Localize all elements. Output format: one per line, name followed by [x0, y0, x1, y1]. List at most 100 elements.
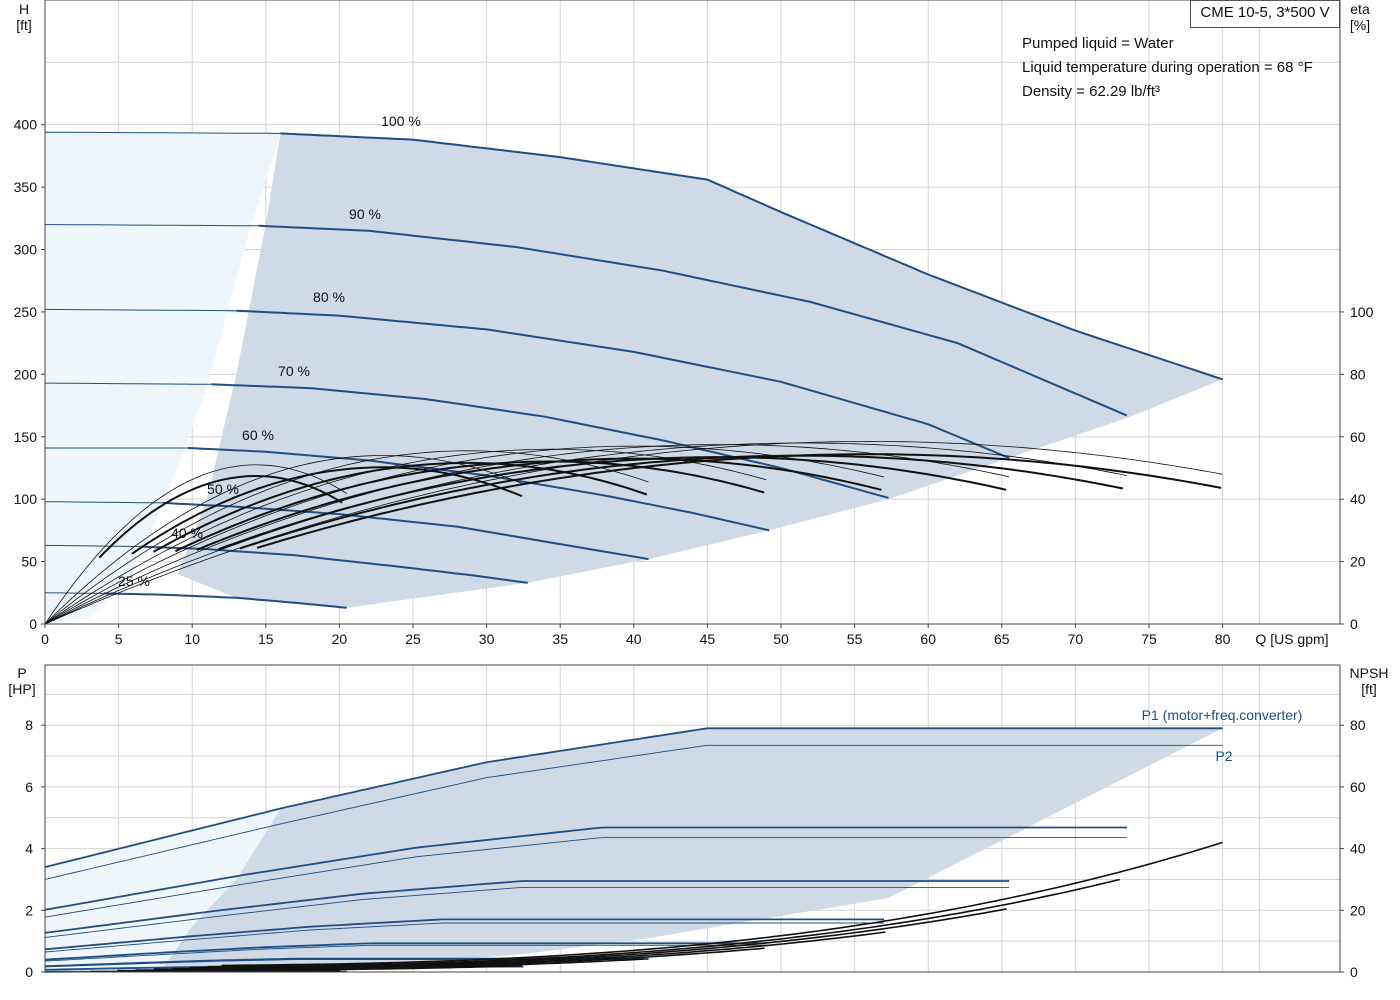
h-tick-label: 400: [14, 117, 38, 133]
info-density: Density = 62.29 lb/ft³: [1022, 83, 1160, 100]
bottom-plot-frame: [44, 664, 1341, 973]
speed-label: 80 %: [313, 289, 345, 305]
speed-label: 100 %: [381, 113, 421, 129]
npsh-tick-label: 40: [1350, 841, 1366, 857]
efficiency-curve: [218, 456, 1007, 551]
speed-curve-extension: [44, 592, 104, 594]
npsh-curve: [117, 964, 523, 972]
pump-title-box: CME 10-5, 3*500 V: [1190, 0, 1340, 28]
h-tick-label: 350: [14, 179, 38, 195]
eta-tick-label: 60: [1350, 429, 1366, 445]
info-pumped-liquid: Pumped liquid = Water: [1022, 35, 1174, 52]
h-tick-label: 100: [14, 491, 38, 507]
h-tick-label: 150: [14, 429, 38, 445]
operating-area: [177, 133, 1223, 608]
eta-axis-label: eta: [1350, 1, 1370, 17]
speed-label: 60 %: [242, 427, 274, 443]
x-tick-label: 45: [700, 631, 716, 647]
speed-curve-extension: [45, 501, 163, 504]
speed-label: 90 %: [349, 206, 381, 222]
npsh-tick-label: 60: [1350, 779, 1366, 795]
efficiency-curve: [98, 474, 343, 559]
efficiency-curve: [256, 453, 1222, 549]
npsh-curve: [207, 878, 1121, 968]
speed-curve: [280, 132, 1223, 381]
p1-power-curve: [44, 942, 767, 961]
speed-curve: [258, 224, 1128, 417]
out-of-range-region: [45, 132, 281, 624]
p1-power-curve: [44, 826, 1127, 911]
eta-tick-label: 80: [1350, 366, 1366, 382]
x-tick-label: 50: [773, 631, 789, 647]
npsh-curve: [189, 908, 1007, 969]
x-tick-label: 5: [115, 631, 123, 647]
eta-tick-label: 20: [1350, 554, 1366, 570]
x-tick-label: 35: [552, 631, 568, 647]
eta-axis-unit: [%]: [1350, 17, 1370, 33]
npsh-axis-unit: [ft]: [1361, 681, 1377, 697]
eta-tick-label: 100: [1350, 304, 1374, 320]
efficiency-curve: [174, 460, 765, 553]
speed-curve-extension: [44, 544, 141, 548]
h-axis-label: H: [19, 1, 29, 17]
speed-curve: [236, 309, 1010, 459]
speed-curve: [103, 592, 347, 609]
eta-tick-label: 0: [1350, 616, 1358, 632]
x-tick-label: 10: [184, 631, 200, 647]
npsh-tick-label: 0: [1350, 964, 1358, 980]
x-tick-label: 70: [1068, 631, 1084, 647]
p1-power-curve: [44, 880, 1010, 934]
p1-power-curve: [44, 918, 884, 951]
p2-power-curve: [44, 922, 884, 953]
efficiency-curve: [131, 466, 523, 555]
p2-power-curve: [44, 837, 1127, 918]
x-axis-label: Q [US gpm]: [1255, 631, 1328, 647]
h-tick-label: 300: [14, 242, 38, 258]
p2-series-label: P2: [1215, 748, 1232, 764]
x-tick-label: 40: [626, 631, 642, 647]
info-liquid-temperature: Liquid temperature during operation = 68…: [1022, 59, 1313, 76]
speed-curve-extension: [44, 224, 259, 227]
h-tick-label: 200: [14, 366, 38, 382]
speed-label: 70 %: [278, 363, 310, 379]
h-tick-label: 50: [21, 554, 37, 570]
p1-power-curve: [44, 727, 1223, 868]
speed-curve-extension: [44, 308, 237, 312]
efficiency-curve: [196, 457, 882, 551]
speed-curve: [211, 383, 889, 499]
x-tick-label: 80: [1215, 631, 1231, 647]
npsh-curve: [90, 969, 341, 973]
p1-series-label: P1 (motor+freq.converter): [1142, 707, 1303, 723]
efficiency-curve-thin: [44, 464, 348, 625]
p2-power-curve: [44, 944, 767, 962]
eta-tick-label: 40: [1350, 491, 1366, 507]
npsh-tick-label: 20: [1350, 902, 1366, 918]
p-axis-label: P: [17, 665, 26, 681]
efficiency-curve-thin: [44, 450, 649, 625]
p-tick-label: 8: [25, 717, 33, 733]
x-tick-label: 65: [994, 631, 1010, 647]
x-tick-label: 30: [479, 631, 495, 647]
p2-power-curve: [44, 886, 1010, 938]
x-tick-label: 55: [847, 631, 863, 647]
efficiency-curve-thin: [44, 442, 1127, 625]
x-tick-label: 0: [41, 631, 49, 647]
npsh-tick-label: 80: [1350, 717, 1366, 733]
h-tick-label: 0: [29, 616, 37, 632]
x-tick-label: 15: [258, 631, 274, 647]
h-axis-unit: [ft]: [16, 17, 32, 33]
p-axis-unit: [HP]: [8, 681, 35, 697]
p2-power-curve: [44, 744, 1223, 880]
npsh-axis-label: NPSH: [1350, 665, 1389, 681]
speed-label: 50 %: [207, 481, 239, 497]
speed-label: 25 %: [118, 573, 150, 589]
p-tick-label: 2: [25, 902, 33, 918]
p-tick-label: 6: [25, 779, 33, 795]
x-tick-label: 25: [405, 631, 421, 647]
efficiency-curve-thin: [44, 455, 524, 625]
p-tick-label: 4: [25, 841, 33, 857]
x-tick-label: 75: [1141, 631, 1157, 647]
efficiency-curve-thin: [44, 444, 1010, 625]
efficiency-curve-thin: [44, 448, 767, 625]
